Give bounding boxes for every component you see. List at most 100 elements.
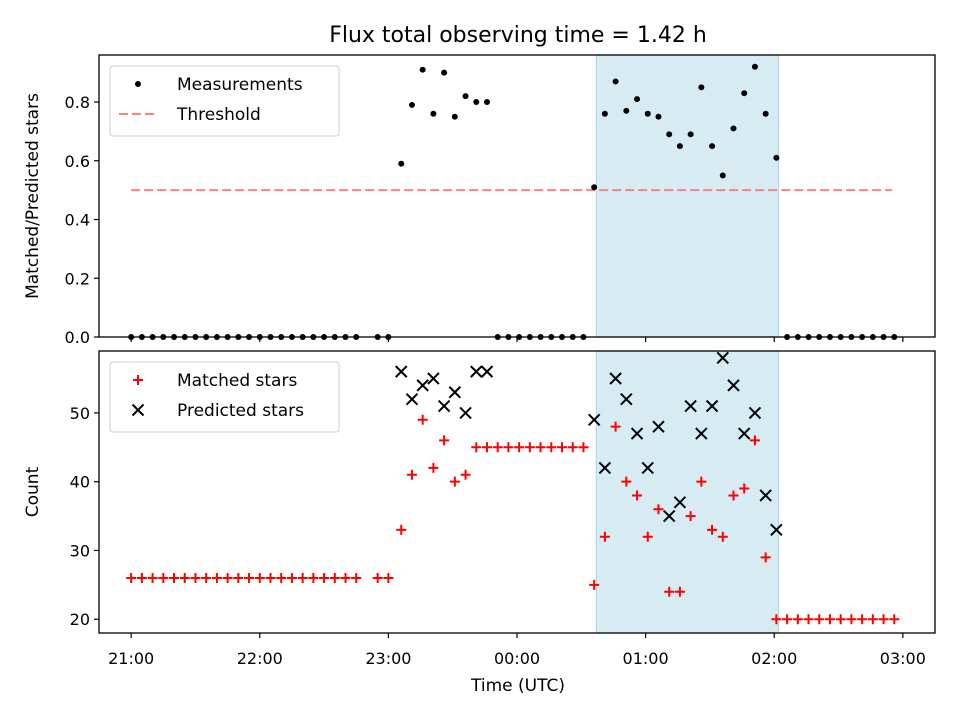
data-point [738, 427, 751, 440]
data-point [398, 160, 405, 167]
data-point [599, 531, 610, 542]
y-axis-label: Matched/Predicted stars [23, 93, 43, 299]
legend-box [109, 361, 340, 433]
data-point [674, 586, 685, 597]
data-point [878, 614, 889, 625]
data-point [459, 406, 472, 420]
data-point [684, 399, 697, 413]
y-tick-label: 30 [70, 541, 90, 560]
data-point [707, 524, 718, 535]
data-point [759, 489, 772, 502]
data-point [372, 572, 383, 583]
data-point [695, 427, 708, 440]
data-point [632, 490, 643, 501]
legend-marker [135, 81, 141, 87]
data-point [201, 572, 212, 583]
data-point [705, 399, 719, 413]
data-point [546, 442, 557, 453]
data-point [587, 413, 601, 426]
data-point [276, 572, 287, 583]
data-point [265, 572, 276, 583]
data-point [406, 469, 417, 480]
data-point [687, 131, 694, 138]
data-point [641, 461, 654, 475]
data-point [655, 113, 662, 120]
chart-title: Flux total observing time = 1.42 h [329, 23, 707, 48]
data-point [771, 614, 782, 625]
data-point [664, 586, 675, 597]
data-point [773, 154, 780, 161]
legend: Matched stars Predicted stars [109, 361, 340, 433]
data-point [417, 414, 428, 425]
data-point [676, 143, 683, 150]
data-point [351, 572, 362, 583]
data-point [492, 442, 503, 453]
series-predicted-stars [395, 351, 783, 537]
data-point [451, 113, 458, 120]
y-tick-label: 50 [70, 404, 90, 423]
data-point [567, 442, 578, 453]
legend-label: Measurements [177, 75, 303, 95]
data-point [685, 511, 696, 522]
data-point [211, 572, 222, 583]
data-point [439, 435, 450, 446]
data-point [612, 78, 619, 85]
data-point [623, 107, 630, 114]
data-point [169, 572, 180, 583]
data-point [480, 365, 494, 378]
y-tick-label: 40 [70, 473, 90, 492]
data-point [126, 572, 137, 583]
data-point [867, 614, 878, 625]
data-point [416, 379, 429, 392]
data-point [419, 66, 426, 73]
data-point [770, 523, 783, 537]
data-point [430, 110, 437, 117]
data-point [751, 63, 758, 70]
data-point [609, 372, 622, 385]
data-point [730, 125, 737, 132]
x-tick-label: 02:00 [751, 649, 797, 668]
data-point [428, 462, 439, 473]
data-point [698, 84, 705, 91]
data-point [437, 399, 451, 413]
legend-label: Predicted stars [177, 401, 304, 421]
legend: Measurements Threshold [109, 65, 340, 137]
x-tick-label: 22:00 [237, 649, 283, 668]
data-point [340, 572, 351, 583]
data-point [147, 572, 158, 583]
data-point [782, 614, 793, 625]
data-point [835, 614, 846, 625]
data-point [620, 392, 633, 406]
data-point [190, 572, 201, 583]
data-point [244, 572, 255, 583]
data-point [408, 101, 415, 108]
data-point [748, 406, 762, 420]
data-point [644, 110, 651, 117]
data-point [524, 442, 535, 453]
legend-marker [133, 375, 143, 385]
data-point [824, 614, 835, 625]
data-point [471, 442, 482, 453]
data-point [652, 420, 665, 433]
data-point [666, 131, 673, 138]
data-point [441, 69, 448, 76]
data-point [601, 110, 608, 117]
data-point [814, 614, 825, 625]
data-point [803, 614, 814, 625]
data-point [610, 421, 621, 432]
data-point [557, 442, 568, 453]
y-axis-label: Count [23, 466, 43, 517]
legend-label: Matched stars [177, 371, 297, 391]
data-point [696, 476, 707, 487]
data-point [741, 90, 748, 97]
y-tick-label: 0.2 [65, 269, 90, 288]
x-tick-label: 23:00 [365, 649, 411, 668]
data-point [254, 572, 265, 583]
data-point [598, 461, 612, 475]
data-point [158, 572, 169, 583]
data-point [449, 476, 460, 487]
data-point [319, 572, 330, 583]
data-point [383, 572, 394, 583]
data-point [762, 110, 769, 117]
